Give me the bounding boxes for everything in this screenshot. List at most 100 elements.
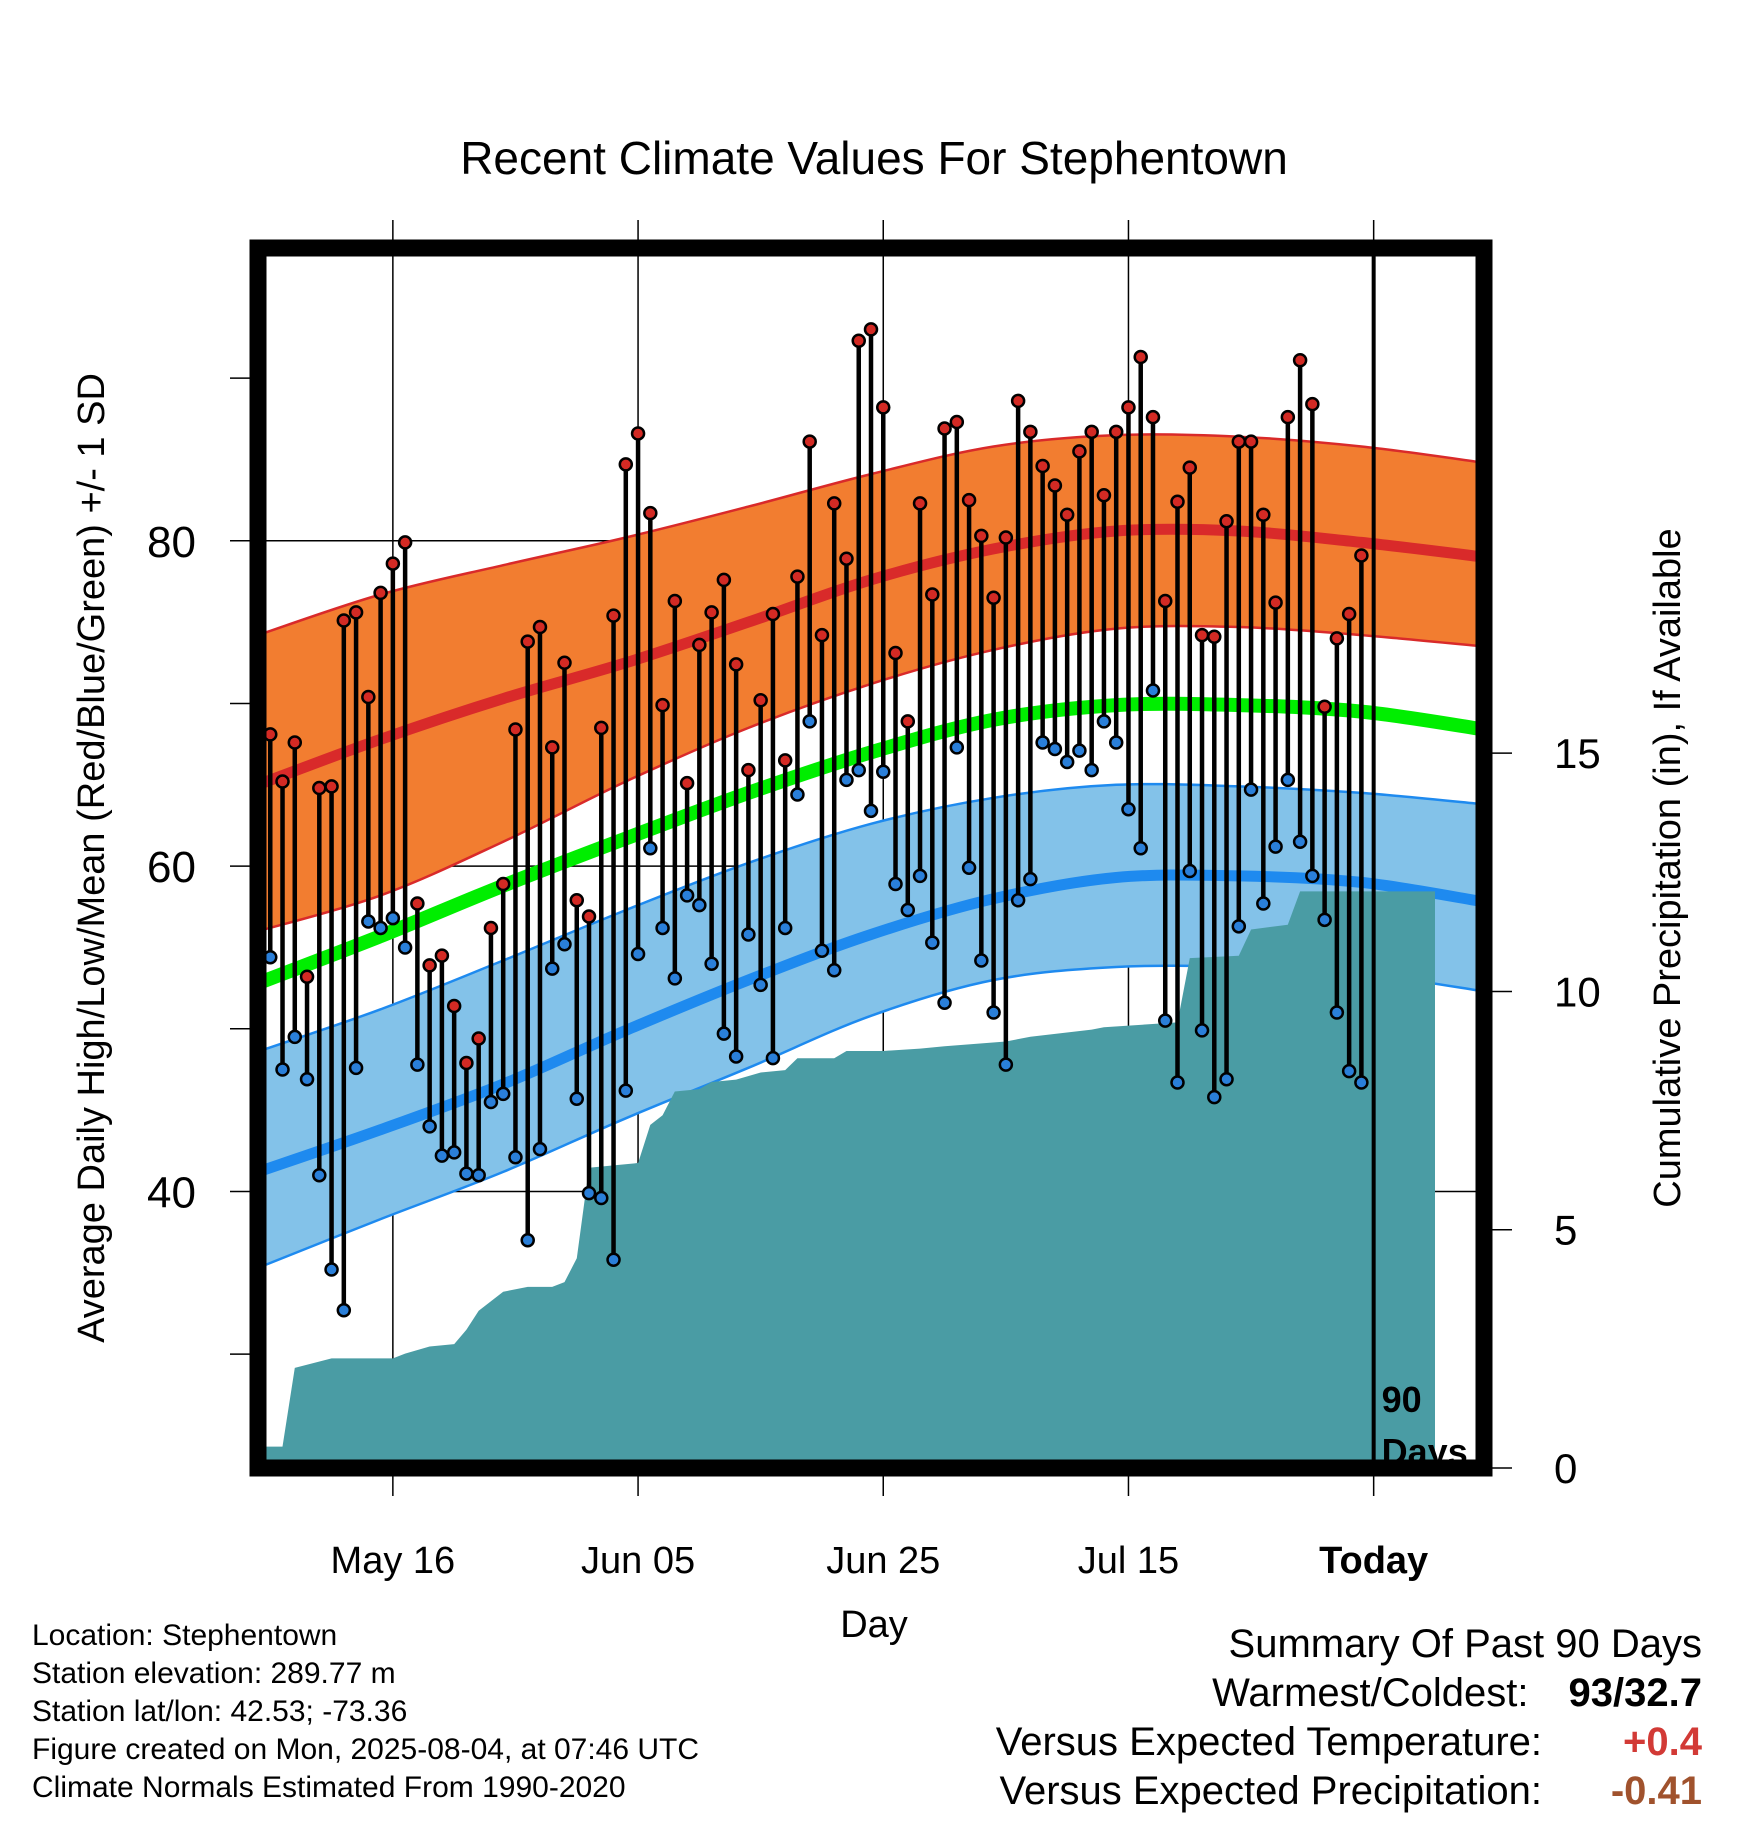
daily-high-point — [324, 779, 339, 794]
daily-low-point — [741, 927, 756, 942]
daily-low-point — [324, 1262, 339, 1277]
daily-low-point — [275, 1062, 290, 1077]
daily-low-point — [1084, 762, 1099, 778]
daily-high-point — [1256, 507, 1271, 523]
daily-low-point — [1231, 919, 1247, 934]
daily-low-point — [569, 1091, 585, 1106]
station-info: Location: Stephentown Station elevation:… — [32, 1617, 699, 1807]
daily-high-point — [1317, 699, 1332, 714]
daily-low-point — [1096, 714, 1112, 729]
daily-high-point — [1182, 460, 1198, 475]
daily-low-point — [1280, 772, 1296, 788]
daily-low-point — [520, 1233, 535, 1248]
info-latlon: Station lat/lon: 42.53; -73.36 — [32, 1695, 408, 1728]
daily-high-point — [483, 920, 499, 936]
daily-low-point — [1341, 1063, 1357, 1079]
daily-low-point — [777, 920, 793, 936]
daily-high-point — [900, 714, 916, 729]
daily-low-point — [1317, 912, 1332, 928]
summary-warm-row: Warmest/Coldest: 93/32.7 — [996, 1671, 1702, 1720]
daily-high-point — [1280, 409, 1296, 425]
daily-high-point — [790, 569, 805, 584]
daily-high-point — [728, 657, 744, 672]
daily-low-point — [557, 936, 572, 952]
y-right-tick-label-1: 5 — [1554, 1207, 1577, 1254]
daily-low-point — [1133, 840, 1148, 856]
daily-high-point — [692, 637, 707, 653]
daily-high-point — [581, 909, 597, 924]
daily-high-point — [520, 634, 535, 649]
daily-high-point — [557, 655, 572, 671]
daily-high-point — [655, 697, 670, 713]
daily-high-point — [618, 457, 634, 472]
daily-low-point — [1157, 1013, 1173, 1028]
daily-low-point — [1305, 868, 1320, 884]
daily-low-point — [949, 740, 965, 755]
daily-high-point — [888, 645, 903, 661]
daily-low-point — [446, 1145, 462, 1160]
info-normals: Climate Normals Estimated From 1990-2020 — [32, 1771, 626, 1804]
daily-high-point — [508, 722, 523, 737]
daily-high-point — [986, 590, 1001, 605]
daily-low-point — [1072, 743, 1087, 758]
daily-low-point — [287, 1029, 303, 1045]
daily-high-point — [925, 587, 940, 602]
daily-low-point — [765, 1050, 781, 1066]
daily-high-point — [912, 496, 928, 511]
daily-high-point — [1047, 478, 1063, 493]
daily-high-point — [410, 896, 425, 911]
daily-high-point — [1157, 593, 1173, 609]
summary-title-text: Summary Of Past 90 Days — [1228, 1622, 1702, 1666]
daily-high-point — [1010, 393, 1026, 409]
daily-high-point — [373, 585, 388, 601]
daily-observations — [263, 322, 1369, 1318]
daily-low-point — [814, 943, 830, 958]
precipitation-area-fill — [258, 891, 1435, 1468]
daily-high-point — [287, 735, 303, 750]
prec-value: -0.41 — [1610, 1769, 1702, 1813]
daily-high-point — [1268, 595, 1283, 610]
daily-high-point — [275, 774, 290, 789]
info-elevation: Station elevation: 289.77 m — [32, 1657, 396, 1690]
daily-low-point — [544, 961, 560, 976]
daily-high-point — [471, 1031, 486, 1046]
today-marker-label-1: Days — [1382, 1431, 1468, 1472]
y-left-tick-label-1: 60 — [147, 843, 196, 892]
warm-label: Warmest/Coldest: — [1212, 1671, 1529, 1715]
daily-low-point — [986, 1005, 1001, 1020]
daily-low-point — [1256, 896, 1271, 911]
daily-high-point — [839, 551, 854, 566]
daily-high-point — [643, 505, 658, 521]
daily-low-point — [912, 868, 928, 884]
x-tick-label-3: Jul 15 — [1078, 1540, 1179, 1582]
daily-low-point — [961, 860, 977, 876]
daily-low-point — [594, 1190, 609, 1206]
daily-high-point — [446, 998, 462, 1014]
precipitation-area — [258, 891, 1435, 1468]
daily-high-point — [814, 627, 830, 643]
y-right-axis-label: Cumulative Precipitation (in), If Availa… — [1647, 528, 1689, 1207]
daily-low-point — [606, 1252, 621, 1268]
temp-value: +0.4 — [1623, 1720, 1702, 1764]
daily-low-point — [790, 787, 805, 802]
daily-high-point — [1133, 349, 1148, 365]
daily-low-point — [1329, 1005, 1345, 1020]
info-location: Location: Stephentown — [32, 1619, 338, 1652]
chart-title: Recent Climate Values For Stephentown — [460, 132, 1288, 184]
daily-low-point — [925, 935, 940, 950]
warm-value: 93/32.7 — [1568, 1671, 1702, 1715]
daily-high-point — [753, 692, 768, 708]
y-right-tick-label-3: 15 — [1554, 730, 1601, 777]
daily-high-point — [532, 619, 548, 635]
y-left-axis-label: Average Daily High/Low/Mean (Red/Blue/Gr… — [71, 373, 113, 1343]
daily-low-point — [1354, 1075, 1369, 1090]
daily-low-point — [728, 1049, 744, 1064]
daily-low-point — [1145, 683, 1161, 698]
daily-high-point — [606, 608, 621, 623]
daily-low-point — [1035, 735, 1050, 750]
daily-low-point — [434, 1148, 450, 1163]
daily-high-point — [1219, 514, 1234, 529]
daily-high-point — [667, 593, 683, 609]
daily-high-point — [1108, 424, 1124, 440]
